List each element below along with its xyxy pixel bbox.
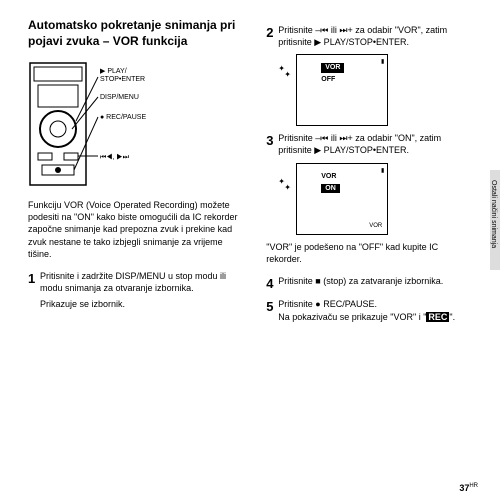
- lcd-row-on: ON: [321, 184, 340, 193]
- step-sub: Prikazuje se izbornik.: [40, 298, 248, 310]
- flash-icon: ✦: [284, 183, 291, 194]
- svg-text:STOP•ENTER: STOP•ENTER: [100, 76, 145, 83]
- svg-text:● REC/PAUSE: ● REC/PAUSE: [100, 114, 146, 121]
- step-5: 5 Pritisnite ● REC/PAUSE. Na pokazivaču …: [266, 298, 476, 322]
- step-text-b: Na pokazivaču se prikazuje "VOR" i ": [278, 312, 426, 322]
- step-num: 4: [266, 275, 278, 293]
- step-text-a: Pritisnite –: [278, 25, 320, 35]
- device-diagram: ▶ PLAY/ STOP•ENTER DISP/MENU ● REC/PAUSE…: [28, 59, 183, 189]
- svg-text:▶ PLAY/: ▶ PLAY/: [100, 68, 127, 75]
- page-title: Automatsko pokretanje snimanja pri pojav…: [28, 18, 248, 49]
- step-num: 3: [266, 132, 278, 150]
- step-2: 2 Pritisnite –⏮ ili ⏭+ za odabir "VOR", …: [266, 24, 476, 48]
- step-text-b: ili: [328, 25, 339, 35]
- step-3: 3 Pritisnite –⏮ ili ⏭+ za odabir "ON", z…: [266, 132, 476, 156]
- lcd-screen: ▮ VOR OFF: [296, 54, 388, 126]
- lcd-bottom: VOR: [369, 222, 382, 230]
- step-1: 1 Pritisnite i zadržite DISP/MENU u stop…: [28, 270, 248, 310]
- flash-icon: ✦: [284, 70, 291, 81]
- step3-after: "VOR" je podešeno na "OFF" kad kupite IC…: [266, 241, 476, 265]
- svg-text:DISP/MENU: DISP/MENU: [100, 94, 139, 101]
- next-icon: ⏭: [339, 25, 347, 35]
- page-number: 37HR: [459, 482, 478, 494]
- next-icon: ⏭: [339, 133, 347, 143]
- side-text: Ostali načini snimanja: [489, 180, 498, 248]
- lcd-row-vor: VOR: [321, 63, 344, 72]
- step-text: Pritisnite i zadržite DISP/MENU u stop m…: [40, 271, 226, 293]
- step-text-a: Pritisnite ● REC/PAUSE.: [278, 298, 476, 310]
- intro-text: Funkciju VOR (Voice Operated Recording) …: [28, 199, 248, 260]
- step-text-a: Pritisnite –: [278, 133, 320, 143]
- step-num: 2: [266, 24, 278, 42]
- lcd-corner: ▮: [381, 167, 384, 175]
- lcd-corner: ▮: [381, 58, 384, 66]
- lcd-screen: ▮ VOR ON VOR: [296, 163, 388, 235]
- rec-badge: REC: [426, 312, 449, 322]
- lcd-row-off: OFF: [321, 75, 335, 84]
- step-4: 4 Pritisnite ■ (stop) za zatvaranje izbo…: [266, 275, 476, 293]
- step-text-b: ili: [328, 133, 339, 143]
- svg-text:⏮◀, ▶⏭: ⏮◀, ▶⏭: [100, 153, 130, 161]
- step-num: 1: [28, 270, 40, 288]
- lcd-row-vor: VOR: [321, 172, 336, 181]
- step-text-c: ".: [449, 312, 455, 322]
- step-text: Pritisnite ■ (stop) za zatvaranje izborn…: [278, 275, 476, 287]
- step-num: 5: [266, 298, 278, 316]
